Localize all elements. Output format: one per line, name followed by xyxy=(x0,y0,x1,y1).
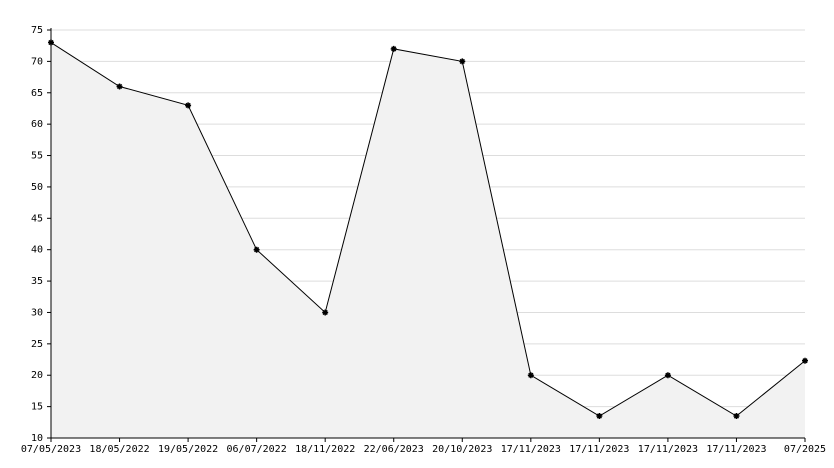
y-tick-label: 75 xyxy=(31,25,43,36)
y-tick-label: 10 xyxy=(31,433,43,444)
marker xyxy=(664,372,671,379)
x-tick-label: 19/05/2022 xyxy=(158,444,218,455)
marker xyxy=(390,45,397,52)
x-tick-label: 17/11/2023 xyxy=(706,444,766,455)
area xyxy=(51,42,805,439)
marker xyxy=(596,413,603,420)
y-tick-label: 55 xyxy=(31,151,43,162)
marker xyxy=(253,246,260,253)
y-tick-label: 50 xyxy=(31,182,43,193)
marker xyxy=(116,83,123,90)
y-tick-label: 20 xyxy=(31,370,43,381)
y-tick-label: 35 xyxy=(31,276,43,287)
x-tick-label: 17/11/2023 xyxy=(501,444,561,455)
x-tick-label: 07/2025 xyxy=(784,444,826,455)
y-tick-label: 45 xyxy=(31,213,43,224)
x-tick-label: 18/11/2022 xyxy=(295,444,355,455)
marker xyxy=(322,309,329,316)
marker xyxy=(733,413,740,420)
x-tick-label: 17/11/2023 xyxy=(638,444,698,455)
y-tick-label: 25 xyxy=(31,339,43,350)
x-tick-label: 17/11/2023 xyxy=(569,444,629,455)
y-tick-label: 60 xyxy=(31,119,43,130)
x-tick-label: 06/07/2022 xyxy=(227,444,287,455)
marker xyxy=(48,39,54,46)
marker xyxy=(802,357,808,364)
marker xyxy=(527,372,534,379)
marker xyxy=(185,102,192,109)
y-tick-label: 30 xyxy=(31,307,43,318)
y-tick-label: 15 xyxy=(31,402,43,413)
x-tick-label: 22/06/2023 xyxy=(364,444,424,455)
y-tick-label: 40 xyxy=(31,245,43,256)
line xyxy=(50,42,806,417)
y-tick-label: 65 xyxy=(31,88,43,99)
y-tick-label: 70 xyxy=(31,56,43,67)
x-tick-label: 07/05/2023 xyxy=(21,444,81,455)
x-tick-label: 18/05/2022 xyxy=(89,444,149,455)
marker xyxy=(459,58,466,65)
x-tick-label: 20/10/2023 xyxy=(432,444,492,455)
